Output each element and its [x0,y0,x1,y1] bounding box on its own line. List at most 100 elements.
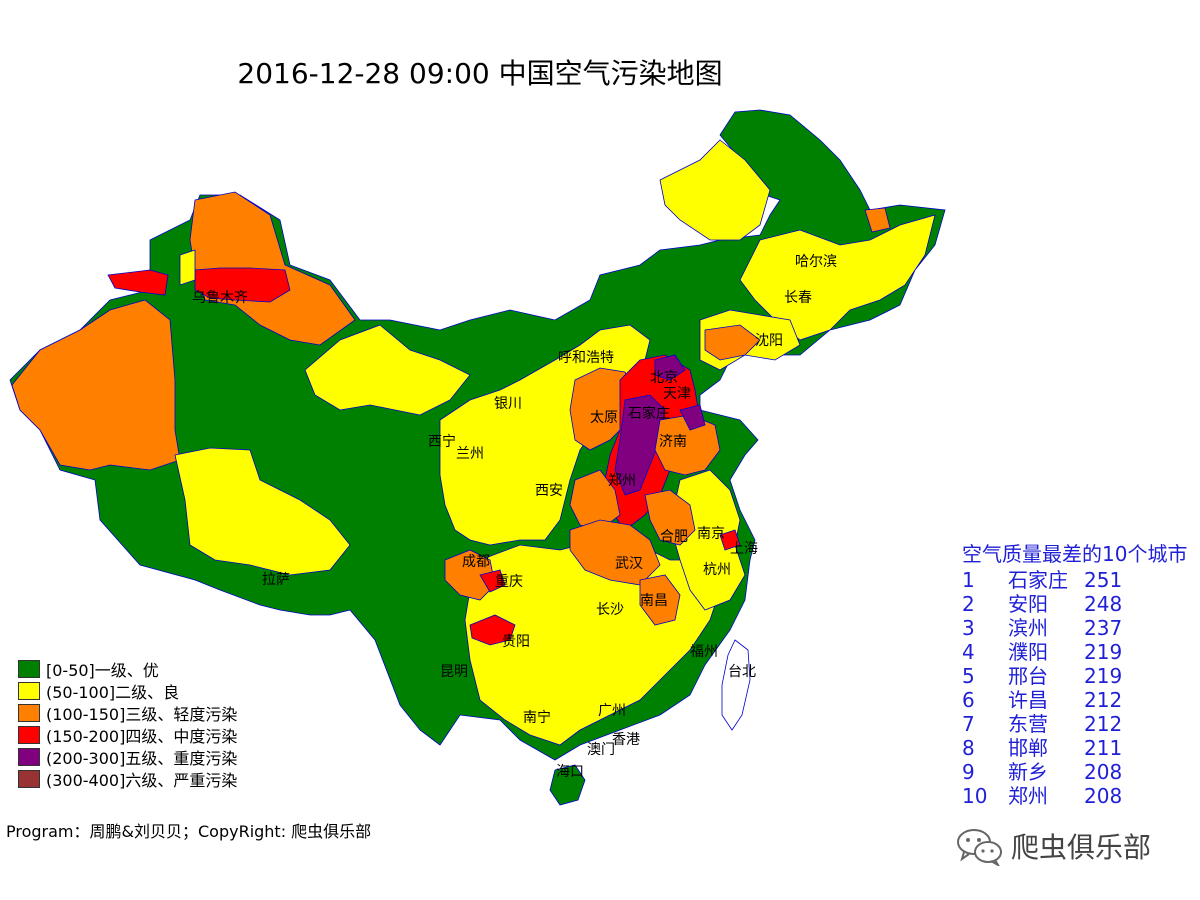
city-label: 武汉 [615,556,643,572]
rank-value: 219 [1084,640,1123,664]
region-liaoning-orange [704,324,761,361]
program-credit: Program：周鹏&刘贝贝；CopyRight: 爬虫俱乐部 [6,822,372,841]
city-label: 北京 [650,370,678,386]
rank-value: 208 [1084,784,1123,808]
rank-number: 9 [962,760,975,784]
legend-item: (100-150]三级、轻度污染 [18,702,237,724]
city-label: 台北 [728,664,756,680]
city-label: 杭州 [703,562,731,578]
rank-value: 237 [1084,616,1123,640]
rank-number: 7 [962,712,975,736]
rank-number: 2 [962,592,975,616]
ranking-row: 7 东营 212 [962,712,1200,736]
city-label: 贵阳 [502,634,530,650]
city-label: 海口 [556,764,584,780]
city-label: 南京 [697,526,725,542]
map-regions [9,109,946,806]
city-label: 郑州 [608,473,636,489]
region-xinjiang-yellow [179,249,196,286]
watermark-text: 爬虫俱乐部 [1011,831,1152,864]
rank-value: 251 [1084,568,1123,592]
legend-label: [0-50]一级、优 [46,661,159,680]
city-label: 香港 [612,732,640,748]
region-northeast-yellow [659,139,771,241]
city-label: 南昌 [640,593,668,609]
city-label: 长沙 [596,602,624,618]
region-guizhou-red [469,614,516,646]
city-label: 澳门 [587,742,615,758]
region-chongqing-red [479,569,506,593]
rank-number: 8 [962,736,975,760]
ranking-row: 6 许昌 212 [962,688,1200,712]
region-jilin-orange [864,207,891,233]
ranking-row: 1 石家庄 251 [962,568,1200,592]
wechat-icon [957,829,1002,866]
city-label: 长春 [784,290,812,306]
rank-value: 211 [1084,736,1123,760]
map-title: 2016-12-28 09:00 中国空气污染地图 [237,57,723,90]
rank-city: 许昌 [1008,688,1048,712]
rank-city: 濮阳 [1008,640,1048,664]
region-xinjiang-red-urumqi [194,267,291,303]
city-label: 石家庄 [628,405,670,422]
rank-city: 滨州 [1008,616,1048,640]
legend: [0-50]一级、优 (50-100]二级、良 (100-150]三级、轻度污染… [18,658,237,790]
rank-value: 219 [1084,664,1123,688]
ranking-title: 空气质量最差的10个城市 [962,542,1188,566]
region-heilongjiang-yellow [739,214,936,341]
legend-swatch [18,770,40,788]
region-taiwan [721,639,751,731]
city-label: 哈尔滨 [795,254,837,270]
city-label: 沈阳 [755,333,783,349]
ranking-row: 4 濮阳 219 [962,640,1200,664]
rank-city: 新乡 [1008,760,1048,784]
ranking-row: 5 邢台 219 [962,664,1200,688]
rank-number: 10 [962,784,988,808]
ranking-row: 3 滨州 237 [962,616,1200,640]
region-anhui-orange [644,489,696,546]
worst-cities-ranking: 空气质量最差的10个城市 1 石家庄 251 2 安阳 248 3 滨州 237… [962,540,1200,808]
city-label: 福州 [690,644,718,660]
city-label: 上海 [730,541,758,557]
city-label: 成都 [462,554,490,570]
legend-swatch [18,682,40,700]
city-label: 拉萨 [262,572,290,588]
rank-city: 石家庄 [1008,568,1068,592]
legend-swatch [18,748,40,766]
legend-swatch [18,726,40,744]
ranking-row: 2 安阳 248 [962,592,1200,616]
city-label: 银川 [494,396,522,412]
legend-item: [0-50]一级、优 [18,658,237,680]
legend-swatch [18,660,40,678]
city-label: 太原 [590,410,618,426]
rank-number: 4 [962,640,975,664]
region-sichuan-orange [444,549,496,601]
rank-number: 6 [962,688,975,712]
region-shandong-purple [679,404,706,431]
city-label: 重庆 [495,574,523,590]
city-label: 西安 [535,483,563,499]
city-label: 昆明 [440,664,468,680]
ranking-row: 8 邯郸 211 [962,736,1200,760]
rank-city: 邯郸 [1008,736,1048,760]
city-label: 兰州 [456,446,484,462]
region-beijing-purple [654,354,686,381]
region-hebei-purple [614,394,666,496]
legend-label: (50-100]二级、良 [46,683,180,702]
rank-number: 5 [962,664,975,688]
legend-item: (200-300]五级、重度污染 [18,746,237,768]
region-qinghai-yellow [174,447,351,576]
region-hubei-orange [569,519,661,586]
legend-item: (300-400]六级、严重污染 [18,768,237,790]
rank-number: 3 [962,616,975,640]
region-shanghai-red [719,529,741,551]
rank-city: 郑州 [1008,784,1048,808]
region-jiangxi-orange [639,574,681,626]
legend-swatch [18,704,40,722]
rank-value: 212 [1084,688,1123,712]
rank-number: 1 [962,568,975,592]
region-xinjiang-south-orange [11,299,181,471]
rank-city: 邢台 [1008,664,1048,688]
legend-label: (300-400]六级、严重污染 [46,771,238,790]
